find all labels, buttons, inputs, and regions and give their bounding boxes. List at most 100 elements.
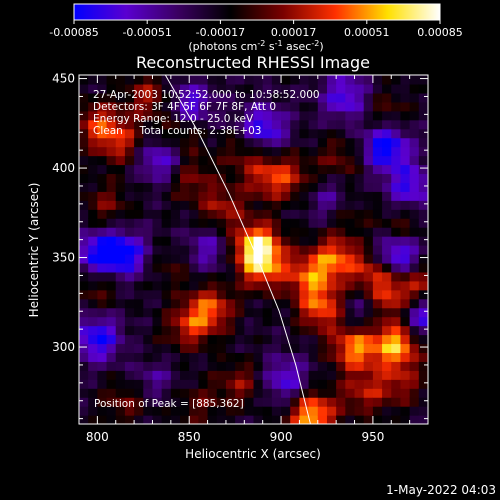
heatmap-cell	[299, 191, 310, 201]
heatmap-cell	[262, 253, 273, 264]
heatmap-cell	[216, 262, 227, 273]
heatmap-cell	[271, 406, 282, 416]
heatmap-cell	[271, 200, 282, 210]
heatmap-cell	[372, 155, 383, 166]
heatmap-cell	[115, 83, 126, 94]
heatmap-cell	[189, 155, 199, 166]
heatmap-cell	[262, 101, 273, 112]
heatmap-cell	[161, 406, 172, 416]
heatmap-cell	[152, 379, 163, 389]
heatmap-cell	[106, 182, 117, 192]
heatmap-cell	[354, 397, 365, 407]
heatmap-cell	[124, 209, 135, 219]
heatmap-cell	[152, 397, 163, 407]
heatmap-cell	[170, 173, 181, 183]
heatmap-cell	[391, 397, 402, 407]
heatmap-cell	[326, 379, 337, 389]
heatmap-cell	[143, 253, 154, 264]
heatmap-cell	[372, 316, 383, 327]
heatmap-cell	[170, 227, 181, 237]
heatmap-cell	[88, 164, 98, 175]
heatmap-cell	[189, 316, 199, 327]
heatmap-cell	[235, 307, 245, 318]
heatmap-cell	[170, 316, 181, 327]
heatmap-cell	[299, 182, 310, 192]
heatmap-cell	[372, 146, 383, 157]
heatmap-cell	[363, 191, 374, 201]
heatmap-cell	[88, 289, 98, 300]
heatmap-cell	[225, 289, 236, 300]
heatmap-cell	[271, 262, 282, 273]
heatmap-cell	[308, 415, 319, 424]
heatmap-cell	[170, 75, 181, 85]
heatmap-cell	[326, 236, 337, 246]
heatmap-cell	[400, 200, 411, 210]
heatmap-cell	[409, 262, 420, 273]
heatmap-cell	[170, 128, 181, 139]
heatmap-cell	[345, 83, 356, 94]
heatmap-cell	[207, 173, 218, 183]
heatmap-cell	[363, 316, 374, 327]
heatmap-cell	[79, 262, 89, 273]
heatmap-cell	[418, 146, 428, 157]
heatmap-cell	[409, 370, 420, 380]
heatmap-cell	[271, 253, 282, 264]
heatmap-cell	[152, 218, 163, 228]
heatmap-cell	[198, 236, 209, 246]
heatmap-cell	[225, 397, 236, 407]
heatmap-cell	[326, 155, 337, 166]
heatmap-cell	[290, 164, 301, 175]
heatmap-cell	[308, 271, 319, 282]
heatmap-cell	[363, 83, 374, 94]
heatmap-cell	[207, 92, 218, 103]
heatmap-cell	[235, 370, 245, 380]
heatmap-cell	[235, 164, 245, 175]
heatmap-cell	[363, 352, 374, 362]
heatmap-cell	[88, 379, 98, 389]
heatmap-cell	[345, 182, 356, 192]
heatmap-cell	[170, 83, 181, 94]
heatmap-cell	[106, 289, 117, 300]
heatmap-cell	[409, 280, 420, 291]
heatmap-cell	[290, 92, 301, 103]
heatmap-cell	[115, 334, 126, 345]
heatmap-cell	[244, 370, 255, 380]
heatmap-cell	[152, 352, 163, 362]
heatmap-cell	[262, 352, 273, 362]
heatmap-cell	[198, 361, 209, 371]
heatmap-cell	[418, 298, 428, 309]
heatmap-cell	[317, 182, 328, 192]
heatmap-cell	[372, 253, 383, 264]
annotation-detectors: Detectors: 3F 4F 5F 6F 7F 8F, Att 0	[93, 101, 276, 113]
heatmap-cell	[317, 200, 328, 210]
heatmap-cell	[244, 334, 255, 345]
heatmap-cell	[225, 271, 236, 282]
heatmap-cell	[134, 75, 144, 85]
heatmap-cell	[363, 182, 374, 192]
heatmap-cell	[382, 173, 392, 183]
heatmap-cell	[400, 218, 411, 228]
heatmap-cell	[106, 271, 117, 282]
heatmap-cell	[409, 173, 420, 183]
heatmap-cell	[308, 334, 319, 345]
heatmap-cell	[134, 119, 144, 130]
heatmap-cell	[244, 397, 255, 407]
heatmap-cell	[88, 137, 98, 148]
heatmap-cell	[418, 218, 428, 228]
heatmap-cell	[409, 307, 420, 318]
heatmap-cell	[400, 388, 411, 398]
heatmap-cell	[391, 182, 402, 192]
heatmap-cell	[372, 128, 383, 139]
heatmap-cell	[326, 92, 337, 103]
heatmap-cell	[253, 379, 264, 389]
heatmap-cell	[271, 307, 282, 318]
heatmap-cell	[225, 325, 236, 336]
heatmap-cell	[326, 227, 337, 237]
heatmap-cell	[97, 92, 108, 103]
heatmap-cell	[336, 245, 346, 255]
heatmap-cell	[244, 227, 255, 237]
heatmap-cell	[207, 289, 218, 300]
heatmap-cell	[262, 128, 273, 139]
heatmap-cell	[143, 298, 154, 309]
heatmap-cell	[400, 289, 411, 300]
